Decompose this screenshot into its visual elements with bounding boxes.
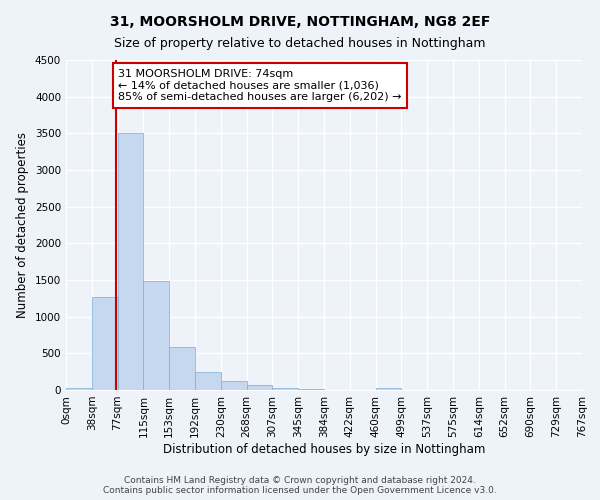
Bar — [169, 348, 195, 390]
Text: Contains HM Land Registry data © Crown copyright and database right 2024.: Contains HM Land Registry data © Crown c… — [124, 476, 476, 485]
Bar — [195, 372, 221, 390]
Text: Contains public sector information licensed under the Open Government Licence v3: Contains public sector information licen… — [103, 486, 497, 495]
Text: Size of property relative to detached houses in Nottingham: Size of property relative to detached ho… — [114, 38, 486, 51]
Bar — [376, 388, 401, 390]
Bar — [221, 381, 247, 390]
Bar — [92, 297, 118, 390]
Text: 31 MOORSHOLM DRIVE: 74sqm
← 14% of detached houses are smaller (1,036)
85% of se: 31 MOORSHOLM DRIVE: 74sqm ← 14% of detac… — [118, 69, 401, 102]
Bar — [143, 282, 169, 390]
Y-axis label: Number of detached properties: Number of detached properties — [16, 132, 29, 318]
Bar — [272, 388, 298, 390]
Bar — [247, 385, 272, 390]
Text: 31, MOORSHOLM DRIVE, NOTTINGHAM, NG8 2EF: 31, MOORSHOLM DRIVE, NOTTINGHAM, NG8 2EF — [110, 15, 490, 29]
Bar — [118, 134, 143, 390]
X-axis label: Distribution of detached houses by size in Nottingham: Distribution of detached houses by size … — [163, 442, 485, 456]
Bar — [66, 388, 92, 390]
